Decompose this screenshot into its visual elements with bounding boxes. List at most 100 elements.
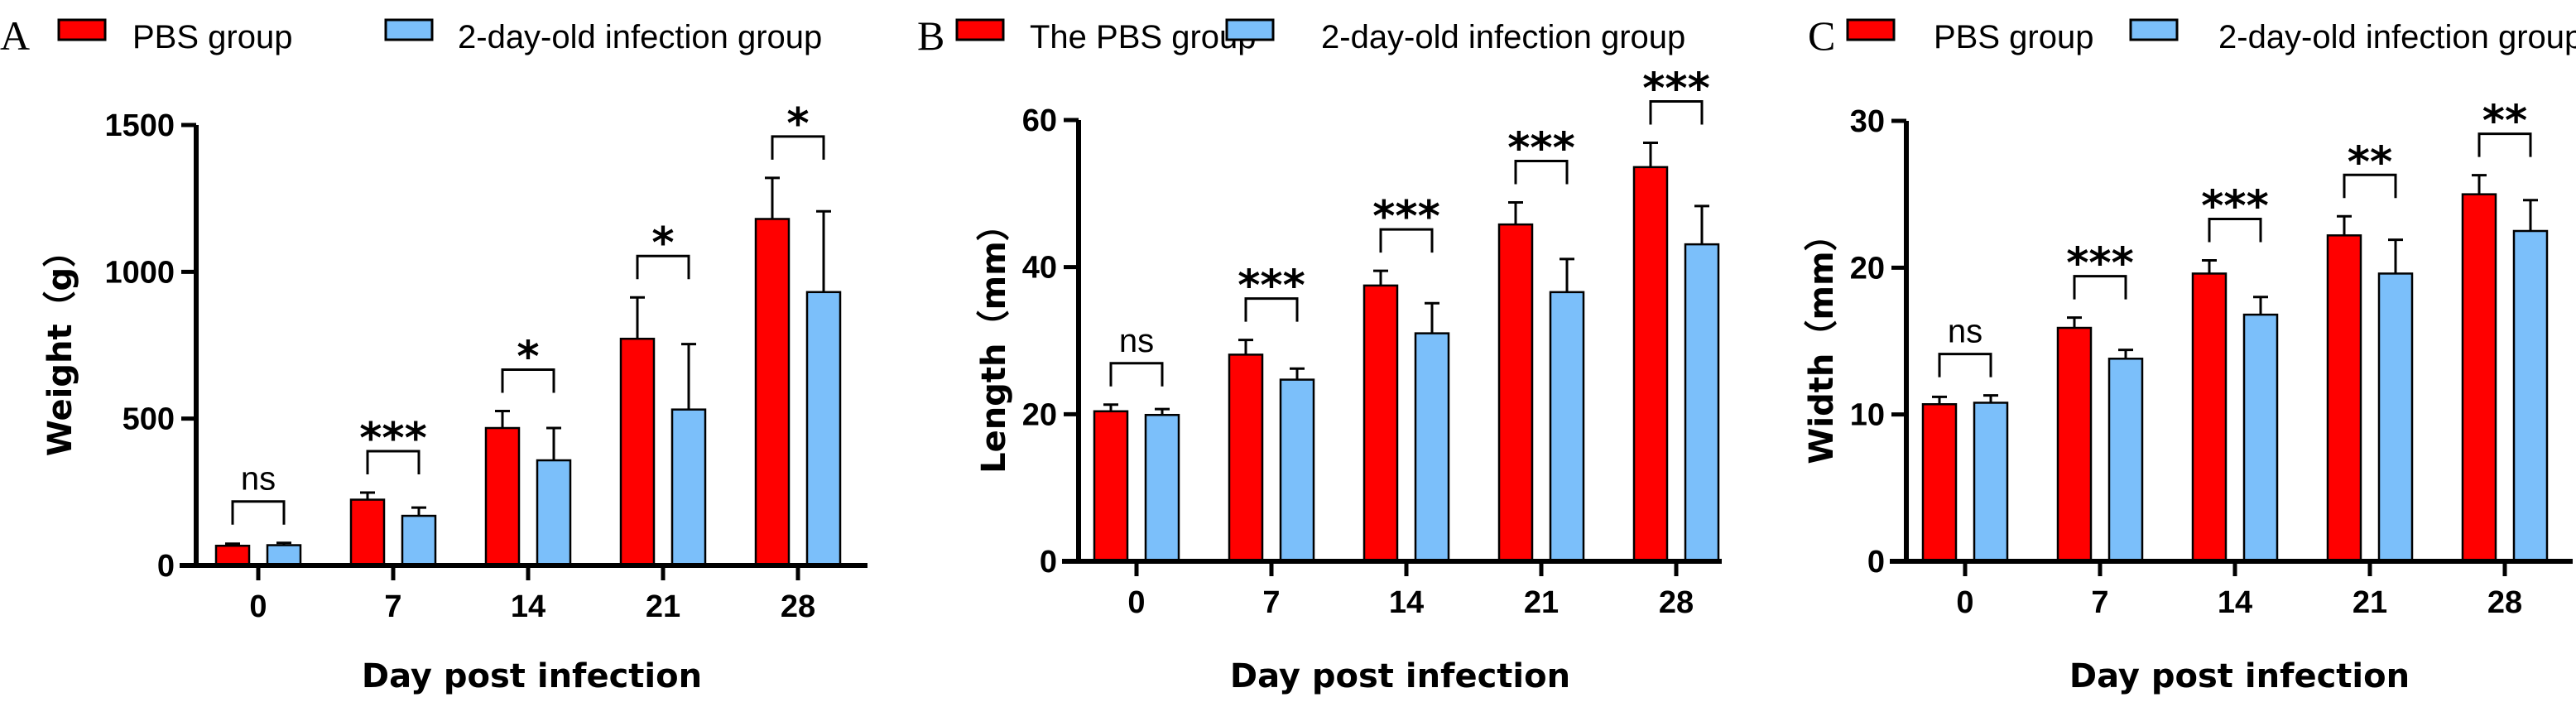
y-tick-label: 20 [1022, 397, 1057, 432]
x-tick-label: 21 [2353, 585, 2387, 620]
bar-pbs [1632, 166, 1669, 563]
bar-infection [536, 459, 572, 567]
x-axis-title: Day post infection [2069, 657, 2410, 695]
significance-bracket [1514, 159, 1569, 185]
panel-label: B [917, 12, 944, 59]
bar-pbs [214, 544, 251, 567]
bar-pbs [1921, 403, 1958, 563]
significance-label: *** [1238, 262, 1305, 311]
bar-infection [1279, 378, 1315, 563]
panel-C: C PBS group 2-day-old infection group ns 0 **… [1803, 12, 2576, 695]
significance-bracket [636, 254, 690, 280]
y-tick-label: 1500 [104, 108, 175, 143]
bar-infection [2377, 272, 2414, 563]
panel-label: A [0, 12, 30, 59]
bar-pbs [1093, 410, 1129, 563]
bar-infection [1684, 243, 1720, 563]
bar-infection [2107, 358, 2144, 563]
y-axis-title: Length（mm） [975, 208, 1013, 474]
bar-infection [1144, 413, 1180, 563]
bar-pbs [754, 218, 791, 567]
significance-bracket [366, 450, 421, 475]
significance-bracket [2208, 217, 2262, 243]
bar-infection [2242, 313, 2279, 563]
significance-label: *** [2201, 181, 2269, 231]
bar-pbs [1228, 354, 1264, 563]
x-tick-label: 28 [781, 589, 815, 624]
bar-pbs [2191, 272, 2228, 563]
bar-infection [1973, 402, 2009, 563]
significance-bracket [1379, 228, 1434, 253]
y-tick-label: 0 [1867, 545, 1885, 580]
x-tick-label: 7 [384, 589, 401, 624]
y-tick-label: 20 [1850, 251, 1885, 286]
x-tick-label: 0 [249, 589, 267, 624]
legend-label-infection: 2-day-old infection group [458, 19, 822, 55]
significance-bracket [2073, 275, 2127, 300]
y-axis-title: Width（mm） [1803, 218, 1841, 464]
bar-pbs [484, 426, 521, 567]
significance-bracket [1244, 297, 1299, 322]
y-tick-label: 40 [1022, 251, 1057, 286]
x-tick-label: 21 [646, 589, 680, 624]
x-tick-label: 7 [1262, 585, 1280, 620]
legend-label-infection: 2-day-old infection group [1321, 19, 1685, 55]
bar-pbs [619, 337, 656, 567]
panel-label: C [1808, 12, 1835, 59]
significance-label: ns [1119, 323, 1154, 359]
legend-swatch-infection [2129, 18, 2179, 41]
bar-infection [1414, 332, 1450, 563]
significance-bracket [231, 500, 286, 525]
significance-bracket [1109, 362, 1164, 387]
significance-label: *** [1507, 123, 1575, 173]
x-tick-label: 14 [1389, 585, 1424, 620]
legend-label-pbs: The PBS group [1030, 19, 1257, 55]
y-tick-label: 60 [1022, 103, 1057, 138]
x-tick-label: 28 [1659, 585, 1694, 620]
bar-infection [2512, 229, 2549, 563]
bar-pbs [1362, 284, 1399, 563]
significance-bracket [2477, 132, 2532, 157]
legend-swatch-infection [1225, 18, 1275, 41]
legend-label-pbs: PBS group [1934, 19, 2093, 55]
x-tick-label: 14 [511, 589, 545, 624]
bar-infection [1549, 291, 1585, 563]
bar-pbs [2326, 234, 2362, 563]
legend-swatch-pbs [57, 18, 107, 41]
y-axis-title: Weight（g） [41, 234, 79, 456]
bar-pbs [2056, 326, 2093, 563]
x-tick-label: 14 [2218, 585, 2252, 620]
bar-infection [670, 408, 707, 567]
significance-label: ns [1948, 314, 1982, 350]
legend-swatch-pbs [1846, 18, 1896, 41]
x-tick-label: 0 [1956, 585, 1973, 620]
significance-label: * [517, 332, 539, 382]
panel-A: A PBS group 2-day-old infection groupns0**… [0, 12, 867, 695]
significance-label: * [651, 219, 674, 268]
significance-bracket [1938, 353, 1992, 378]
legend-label-pbs: PBS group [132, 19, 292, 55]
y-tick-label: 0 [1040, 545, 1057, 580]
significance-bracket [501, 368, 555, 393]
x-tick-label: 7 [2091, 585, 2108, 620]
x-tick-label: 28 [2487, 585, 2522, 620]
x-axis-title: Day post infection [362, 657, 702, 695]
bar-pbs [2461, 193, 2497, 563]
y-tick-label: 1000 [104, 255, 175, 290]
y-tick-label: 0 [157, 549, 175, 584]
significance-label: ** [2348, 137, 2392, 187]
significance-bracket [1649, 100, 1704, 125]
x-tick-label: 21 [1524, 585, 1559, 620]
significance-label: *** [1642, 65, 1710, 114]
y-tick-label: 30 [1850, 104, 1885, 139]
y-tick-label: 10 [1850, 398, 1885, 433]
x-tick-label: 0 [1127, 585, 1145, 620]
bar-infection [805, 291, 842, 567]
significance-bracket [2343, 173, 2397, 199]
significance-label: * [786, 99, 809, 149]
bar-infection [401, 514, 437, 567]
significance-label: ** [2482, 97, 2527, 147]
panel-B: B The PBS group 2-day-old infection group n… [917, 12, 1722, 695]
x-axis-title: Day post infection [1230, 657, 1570, 695]
